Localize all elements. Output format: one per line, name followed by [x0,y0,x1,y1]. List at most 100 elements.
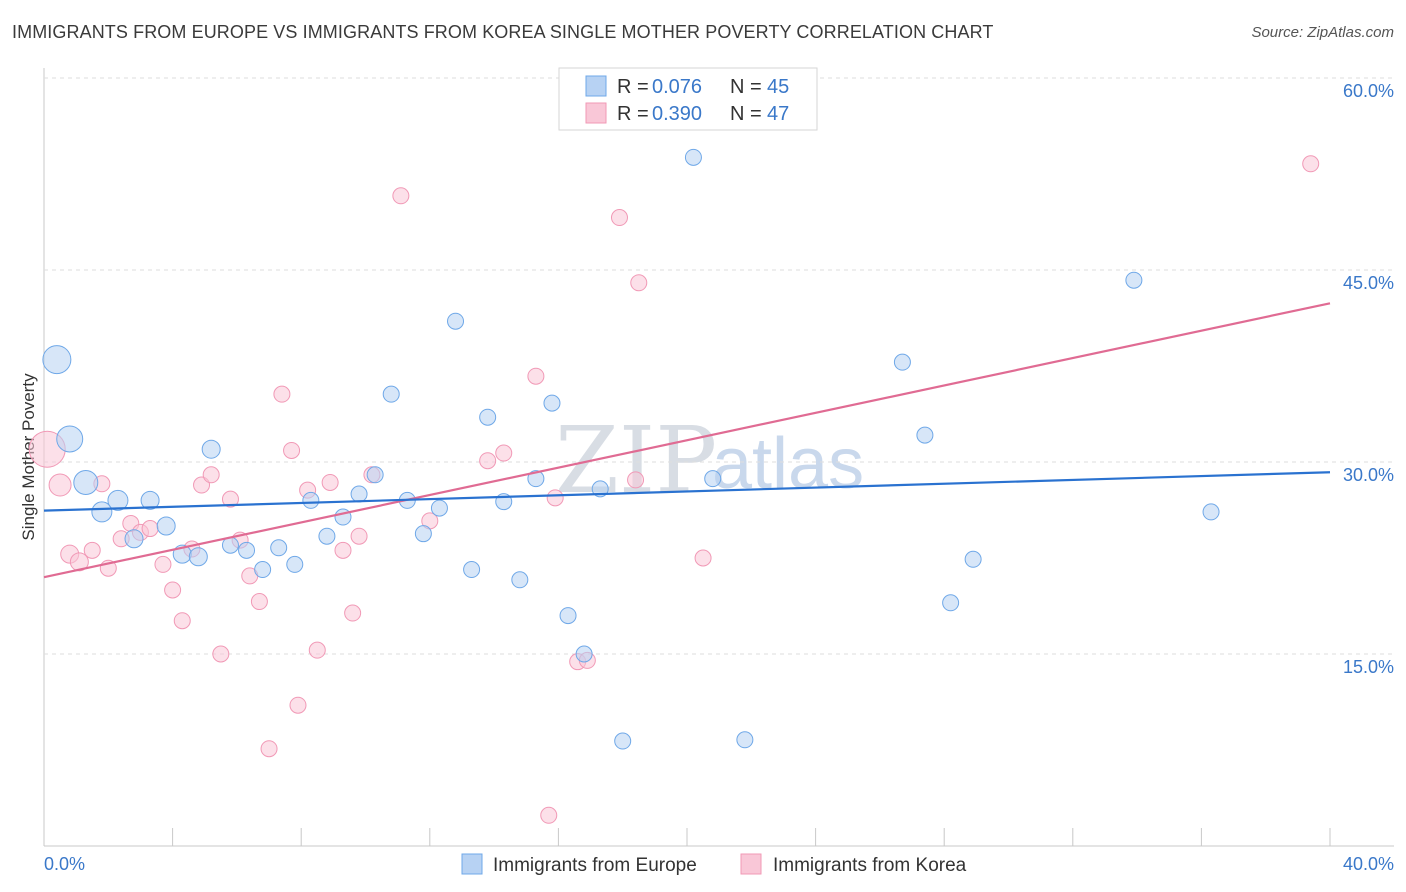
watermark-atlas: atlas [712,424,864,504]
y-tick-label-30: 30.0% [1343,465,1394,485]
korea-point [344,604,362,622]
legend-europe-swatch [461,853,483,875]
europe-trend-line [43,471,1331,512]
x-ticks [172,828,1331,846]
chart-title: IMMIGRANTS FROM EUROPE VS IMMIGRANTS FRO… [12,22,994,42]
korea-n-value: 47 [767,103,789,125]
korea-point [540,806,558,824]
europe-point [893,353,911,371]
europe-point [302,491,320,509]
korea-point [627,471,645,489]
source-label: Source: ZipAtlas.com [1251,24,1394,41]
europe-point [511,571,529,589]
legend-korea-label: Immigrants from Korea [773,855,967,876]
korea-point [495,444,513,462]
europe-point [430,499,448,517]
europe-point [527,470,545,488]
korea-n-label: N = [730,103,762,125]
korea-point [392,187,410,205]
korea-point [221,490,239,508]
korea-point [164,581,182,599]
korea-r-value: 0.390 [652,103,702,125]
europe-point [73,469,99,495]
europe-point [56,425,84,453]
europe-n-label: N = [730,76,762,98]
europe-point [140,490,160,510]
europe-point [479,408,497,426]
europe-point [238,541,256,559]
europe-point [942,594,960,612]
europe-point [366,466,384,484]
europe-point [614,732,632,750]
legend-korea-swatch [740,853,762,875]
korea-point [289,696,307,714]
europe-point [704,470,722,488]
grid-lines [44,77,1394,655]
europe-point [414,525,432,543]
europe-point [107,489,129,511]
europe-point [270,539,288,557]
x-tick-label-max: 40.0% [1343,854,1394,874]
series-legend: Immigrants from Europe Immigrants from K… [461,853,967,876]
europe-point [916,426,934,444]
europe-point [286,555,304,573]
europe-point [447,312,465,330]
y-tick-label-15: 15.0% [1343,657,1394,677]
y-tick-label-60: 60.0% [1343,81,1394,101]
watermark-zip: ZIP [555,407,717,514]
korea-point [173,612,191,630]
korea-point [334,541,352,559]
korea-point [350,527,368,545]
europe-point [318,527,336,545]
stats-legend: R = 0.076 N = 45 R = 0.390 N = 47 [558,67,818,131]
europe-r-value: 0.076 [652,76,702,98]
europe-n-value: 45 [767,76,789,98]
korea-point [527,367,545,385]
korea-r-label: R = [617,103,649,125]
europe-point [254,561,272,579]
europe-point [1125,271,1143,289]
korea-point [479,452,497,470]
legend-europe-label: Immigrants from Europe [493,855,697,876]
korea-point [308,641,326,659]
korea-point [273,385,291,403]
korea-point [283,441,301,459]
korea-point [321,473,339,491]
x-tick-label-min: 0.0% [44,854,85,874]
korea-point [694,549,712,567]
y-tick-label-45: 45.0% [1343,273,1394,293]
europe-point [350,485,368,503]
europe-point [201,439,221,459]
korea-point [141,520,159,538]
korea-point [610,209,628,227]
europe-point [91,501,113,523]
europe-point [124,529,144,549]
korea-point [48,473,72,497]
europe-point [575,645,593,663]
europe-point [463,561,481,579]
korea-point [250,593,268,611]
korea-trend-line [43,302,1331,579]
europe-point [543,394,561,412]
korea-point [212,645,230,663]
korea-point [202,466,220,484]
y-axis-title: Single Mother Poverty [19,373,38,541]
europe-r-label: R = [617,76,649,98]
korea-point [154,555,172,573]
europe-point [559,607,577,625]
korea-point [630,274,648,292]
korea-point [83,541,101,559]
europe-point [684,148,702,166]
europe-point [736,731,754,749]
europe-point [964,550,982,568]
europe-points [42,148,1220,750]
europe-point [156,516,176,536]
europe-point [188,547,208,567]
europe-swatch [585,75,607,97]
europe-point [1202,503,1220,521]
europe-point [42,345,72,375]
trend-lines [43,302,1331,579]
europe-point [382,385,400,403]
korea-point [69,552,89,572]
